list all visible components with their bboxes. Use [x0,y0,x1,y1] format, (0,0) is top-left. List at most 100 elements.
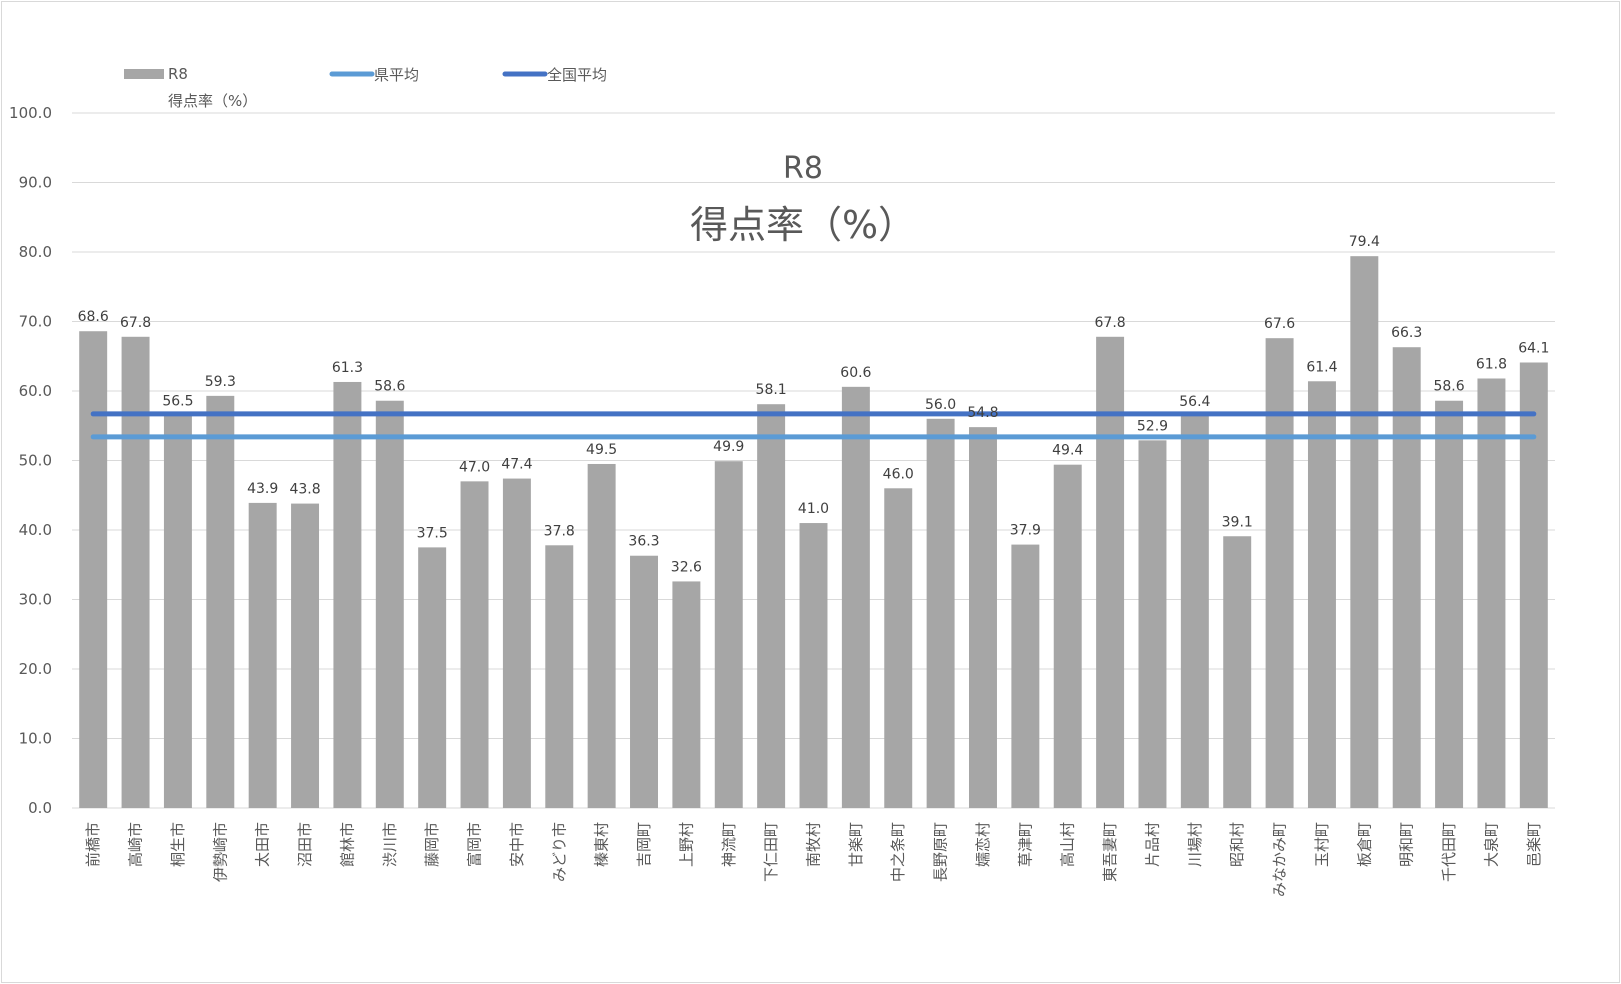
data-label: 67.6 [1264,316,1295,332]
data-labels: 68.6 67.8 56.5 59.3 43.9 43.8 61.3 58.6 37.5 47.0… [78,234,1550,575]
bar [884,488,913,808]
bar [587,463,616,808]
data-label: 60.6 [840,365,871,381]
bar [926,418,955,808]
data-label: 49.9 [713,439,744,455]
bar [1223,536,1252,808]
bar [460,481,489,808]
bar [630,555,658,808]
x-category-label: 下仁田町 [762,822,780,882]
x-category-label: 沼田市 [296,822,314,867]
x-category-label: 太田市 [254,822,272,867]
bar [291,503,320,808]
x-category-label: 邑楽町 [1525,822,1543,867]
data-label: 36.3 [628,534,659,550]
x-category-label: 明和町 [1398,822,1416,867]
data-label: 56.0 [925,397,956,413]
x-category-label: 長野原町 [932,822,950,882]
x-category-label: 前橋市 [84,822,102,867]
data-label: 43.9 [247,481,278,497]
bar [79,331,108,808]
data-label: 61.4 [1306,359,1337,375]
data-label: 39.1 [1222,514,1253,530]
data-label: 37.8 [544,523,575,539]
data-label: 64.1 [1518,341,1549,357]
x-category-label: 川場村 [1186,822,1204,867]
bar [1392,347,1421,808]
x-category-label: 昭和村 [1228,822,1246,867]
data-label: 56.5 [162,393,193,409]
bar [163,415,192,808]
y-tick-label: 100.0 [9,104,52,122]
y-tick-label: 20.0 [19,660,52,678]
x-category-label: 東吾妻町 [1101,822,1119,882]
x-category-label: 渋川市 [381,822,399,867]
legend-label-pref-avg: 県平均 [374,66,419,84]
bar [799,523,828,808]
data-label: 52.9 [1137,418,1168,434]
x-category-label: 草津町 [1016,822,1034,867]
data-label: 61.3 [332,360,363,376]
legend-label-national-avg: 全国平均 [547,66,607,84]
y-tick-label: 40.0 [19,521,52,539]
x-category-label: 神流町 [720,822,738,867]
bar [375,400,404,808]
average-lines [90,411,1537,440]
x-axis-categories: 前橋市 高崎市 桐生市 伊勢崎市 太田市 沼田市 館林市 渋川市 藤岡市 富岡市 安中市 みどり市 榛東… [84,822,1543,897]
legend-label-r8-line2: 得点率（%） [168,92,257,110]
data-label: 54.8 [967,405,998,421]
bar [1053,464,1082,808]
y-tick-label: 30.0 [19,591,52,609]
x-category-label: 中之条町 [889,822,907,882]
x-category-label: 玉村町 [1313,822,1331,867]
data-label: 37.9 [1010,523,1041,539]
data-label: 66.3 [1391,325,1422,341]
bar [333,381,362,808]
chart-title: R8 [783,151,823,186]
x-category-label: 榛東村 [593,822,611,867]
bar [1350,256,1379,808]
bar [502,478,531,808]
chart-subtitle: 得点率（%） [690,203,916,247]
y-tick-label: 70.0 [19,313,52,331]
x-category-label: 大泉町 [1482,822,1500,867]
x-category-label: 富岡市 [466,822,484,867]
bar [969,427,997,808]
x-category-label: 藤岡市 [423,822,441,867]
data-label: 68.6 [78,309,109,325]
data-label: 37.5 [417,525,448,541]
bar [1138,440,1167,808]
bar [206,395,235,808]
x-category-label: 嬬恋村 [974,822,992,867]
y-tick-label: 90.0 [19,174,52,192]
data-label: 41.0 [798,501,829,517]
data-label: 32.6 [671,559,702,575]
data-label: 46.0 [883,466,914,482]
bar [672,581,701,808]
x-category-label: みなかみ町 [1271,822,1289,897]
bar-series [79,256,1548,808]
x-category-label: 南牧村 [805,822,823,867]
x-category-label: 伊勢崎市 [211,822,229,882]
bar [757,404,786,808]
bar [1096,336,1125,808]
bar [121,336,150,808]
data-label: 56.4 [1179,394,1210,410]
legend-label-r8: R8 [168,65,188,83]
x-category-label: 桐生市 [169,822,187,867]
bar [545,545,574,808]
bar [1477,378,1506,808]
x-category-label: 上野村 [677,822,695,867]
bar [1519,362,1548,808]
y-tick-label: 10.0 [19,730,52,748]
data-label: 61.8 [1476,356,1507,372]
x-category-label: 千代田町 [1440,822,1458,882]
legend-swatch-r8 [124,69,164,79]
bar [1011,544,1040,808]
bar [418,547,447,808]
data-label: 49.4 [1052,443,1083,459]
y-tick-label: 60.0 [19,382,52,400]
data-label: 47.0 [459,459,490,475]
x-category-label: 高山村 [1059,822,1077,867]
